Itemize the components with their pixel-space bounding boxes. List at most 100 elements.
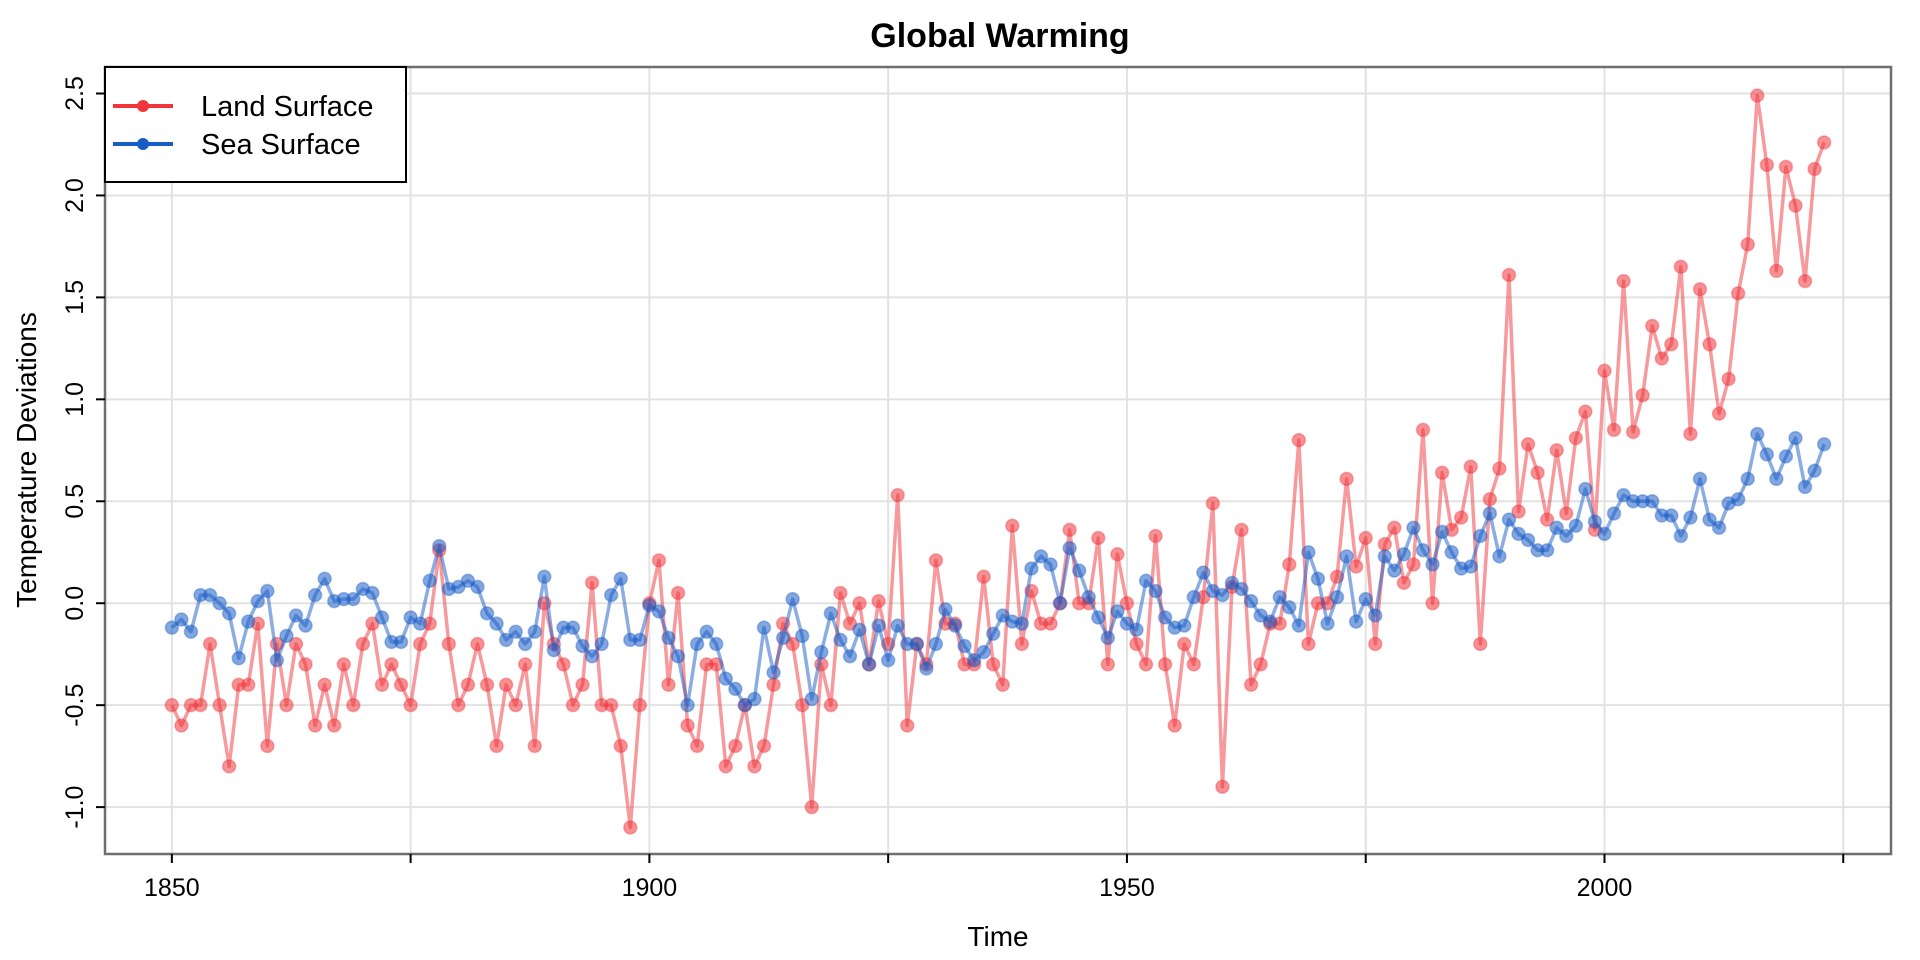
data-point <box>1664 508 1679 523</box>
data-point <box>995 677 1011 693</box>
data-point <box>1549 443 1564 458</box>
y-tick-label: 1.0 <box>61 382 89 417</box>
data-point <box>1186 657 1202 672</box>
data-point <box>1062 540 1077 556</box>
data-point <box>1807 161 1822 177</box>
data-point <box>288 636 304 652</box>
data-point <box>1138 657 1154 672</box>
data-point <box>498 632 514 648</box>
data-point <box>1434 465 1450 480</box>
data-point <box>661 677 676 693</box>
data-point <box>651 553 667 568</box>
data-point <box>1463 459 1479 474</box>
data-point <box>1568 518 1584 533</box>
data-point <box>632 632 648 648</box>
data-point <box>451 579 466 595</box>
data-point <box>1282 557 1297 572</box>
data-point <box>1549 520 1564 536</box>
data-point <box>890 618 905 633</box>
data-point <box>212 697 227 713</box>
y-tick-label: -0.5 <box>61 684 89 727</box>
data-point <box>775 630 791 646</box>
data-point <box>403 697 418 713</box>
data-point <box>1520 532 1536 548</box>
data-point <box>288 608 304 623</box>
data-point <box>756 620 772 635</box>
data-point <box>919 661 934 676</box>
data-point <box>1434 524 1450 540</box>
legend-land-marker <box>137 100 149 112</box>
data-point <box>1425 557 1440 572</box>
data-point <box>928 553 944 568</box>
data-point <box>623 820 638 835</box>
data-point <box>1568 430 1584 446</box>
data-point <box>985 626 1001 642</box>
data-point <box>661 630 676 646</box>
data-point <box>1482 506 1498 521</box>
data-point <box>1578 404 1593 419</box>
data-point <box>670 585 686 601</box>
data-point <box>1368 636 1383 652</box>
data-point <box>1176 636 1192 652</box>
data-point <box>680 697 695 713</box>
data-point <box>279 628 294 644</box>
data-point <box>1711 520 1727 536</box>
data-point <box>221 759 237 774</box>
data-point <box>1797 273 1813 289</box>
data-point <box>632 697 648 713</box>
data-point <box>804 691 820 707</box>
data-point <box>1635 388 1650 403</box>
gridlines <box>105 67 1891 854</box>
x-axis-label: Time <box>967 921 1028 952</box>
data-point <box>1253 608 1268 623</box>
data-point <box>938 602 953 617</box>
data-point <box>737 697 753 713</box>
data-point <box>527 738 543 754</box>
data-point <box>393 677 409 693</box>
data-point <box>995 608 1011 623</box>
data-point <box>1215 587 1230 603</box>
data-point <box>1406 557 1421 572</box>
data-point <box>537 569 552 584</box>
data-point <box>1368 608 1383 623</box>
y-tick-label: -1.0 <box>61 786 89 829</box>
legend-sea-marker <box>137 138 149 150</box>
data-point <box>1377 536 1393 552</box>
data-point <box>1415 542 1431 558</box>
data-point <box>527 624 543 640</box>
data-point <box>1683 510 1698 525</box>
data-point <box>1511 504 1526 519</box>
data-point <box>1730 491 1746 507</box>
data-point <box>183 624 199 640</box>
data-point <box>728 681 743 697</box>
data-point <box>1291 432 1307 448</box>
data-point <box>842 616 858 631</box>
data-point <box>498 677 514 693</box>
data-point <box>1673 259 1689 275</box>
data-point <box>699 624 714 640</box>
data-point <box>1234 581 1249 597</box>
data-point <box>670 648 686 664</box>
data-point <box>852 595 867 611</box>
data-point <box>1597 363 1612 379</box>
data-point <box>584 648 600 664</box>
data-point <box>823 606 839 621</box>
data-point <box>613 738 628 754</box>
data-point <box>680 718 695 733</box>
data-point <box>1625 424 1641 440</box>
data-point <box>517 636 533 652</box>
data-point <box>1339 471 1354 487</box>
data-point <box>1606 506 1622 521</box>
data-point <box>1186 589 1202 605</box>
data-point <box>584 575 600 591</box>
data-point <box>1358 591 1373 607</box>
data-point <box>1234 522 1249 538</box>
data-point <box>365 585 380 601</box>
data-point <box>794 628 810 644</box>
data-point <box>603 697 619 713</box>
data-point <box>852 622 867 637</box>
data-point <box>1091 530 1106 546</box>
data-point <box>546 642 562 658</box>
data-point <box>966 653 982 668</box>
data-point <box>1559 528 1574 544</box>
